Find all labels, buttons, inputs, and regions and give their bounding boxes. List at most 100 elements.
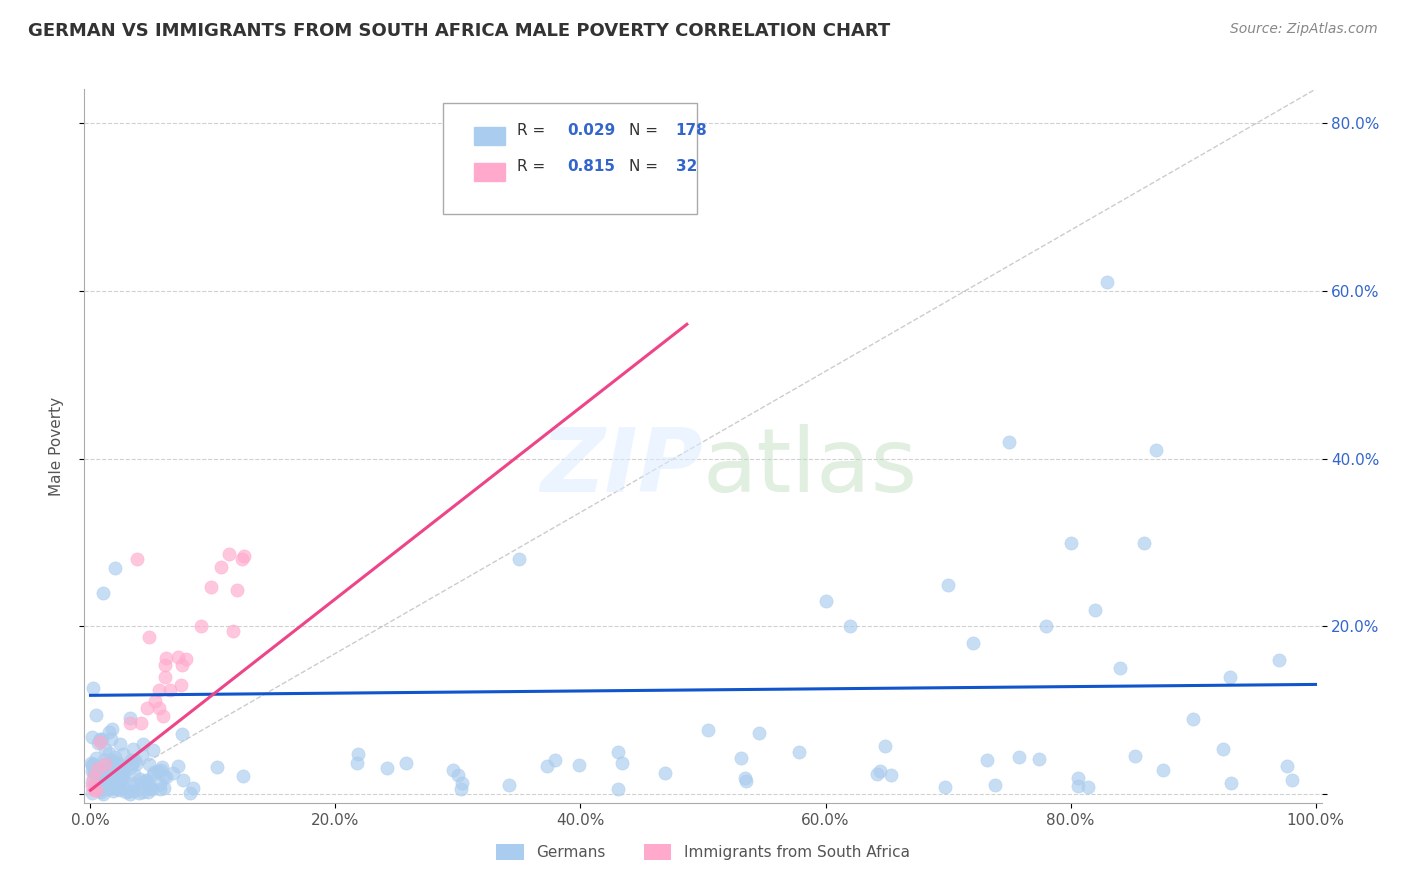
Point [94, 756, 117, 771]
Point [135, 773, 157, 788]
Point [1097, 275, 1119, 289]
Point [90, 772, 112, 787]
Point [94, 763, 117, 777]
Point [150, 759, 173, 773]
Point [96, 771, 118, 785]
Point [976, 753, 998, 767]
Point [121, 742, 143, 756]
Point [104, 560, 127, 574]
Point [232, 549, 254, 563]
Point [86, 762, 108, 776]
Point [441, 763, 464, 777]
Point [1077, 780, 1099, 794]
Point [100, 761, 122, 775]
Point [97, 780, 120, 795]
Point [82, 756, 104, 771]
Legend: Germans, Immigrants from South Africa: Germans, Immigrants from South Africa [491, 838, 915, 866]
Point [111, 759, 134, 773]
Point [122, 775, 145, 789]
Point [962, 636, 984, 650]
Point [98, 781, 121, 796]
Point [91, 731, 114, 746]
Point [1152, 763, 1174, 777]
Text: R =: R = [517, 123, 551, 138]
Y-axis label: Male Poverty: Male Poverty [49, 396, 63, 496]
Point [606, 782, 628, 797]
Point [1084, 603, 1107, 617]
Point [697, 723, 720, 738]
Point [89, 782, 111, 797]
Text: ZIP: ZIP [540, 424, 703, 511]
Text: 0.029: 0.029 [567, 123, 616, 138]
Point [347, 747, 370, 761]
Point [748, 726, 770, 740]
Point [80, 730, 103, 744]
Point [101, 768, 124, 782]
Point [100, 732, 122, 747]
Text: atlas: atlas [703, 424, 918, 511]
Point [121, 779, 143, 793]
Point [508, 552, 530, 566]
Point [153, 769, 176, 783]
Text: GERMAN VS IMMIGRANTS FROM SOUTH AFRICA MALE POVERTY CORRELATION CHART: GERMAN VS IMMIGRANTS FROM SOUTH AFRICA M… [28, 22, 890, 40]
Point [153, 657, 176, 672]
Point [1028, 752, 1050, 766]
Point [149, 782, 172, 797]
Point [176, 652, 198, 666]
Point [90, 773, 112, 788]
Point [83, 779, 105, 793]
Point [122, 783, 145, 797]
Point [568, 758, 591, 772]
Point [880, 768, 903, 782]
Point [94, 763, 117, 777]
Point [1182, 712, 1205, 726]
Point [394, 756, 416, 771]
Point [155, 651, 177, 665]
Point [103, 778, 125, 792]
Point [124, 767, 146, 781]
Point [132, 737, 155, 751]
Point [152, 709, 174, 723]
Point [148, 682, 170, 697]
Point [97, 766, 120, 780]
Point [97, 759, 120, 773]
Point [107, 779, 129, 793]
Point [111, 772, 134, 787]
Point [172, 772, 194, 787]
Point [84, 708, 107, 723]
Point [134, 775, 156, 789]
Point [84, 783, 107, 797]
Point [1133, 535, 1156, 549]
Point [132, 785, 155, 799]
Point [226, 582, 249, 597]
Point [111, 765, 134, 780]
Point [205, 760, 228, 774]
Point [190, 619, 212, 633]
Point [103, 756, 125, 770]
Point [1277, 759, 1299, 773]
Point [446, 768, 468, 782]
Point [82, 757, 104, 772]
Point [138, 777, 160, 791]
Point [120, 715, 142, 730]
Point [167, 650, 190, 665]
Point [983, 778, 1005, 792]
Bar [474, 163, 505, 181]
Point [96, 762, 118, 776]
Text: 0.815: 0.815 [567, 159, 614, 174]
Point [89, 735, 111, 749]
Point [218, 547, 240, 561]
Point [143, 694, 166, 708]
Point [93, 774, 115, 789]
Point [1212, 742, 1234, 756]
Point [222, 624, 245, 638]
Point [124, 753, 146, 767]
Point [82, 681, 104, 695]
Point [150, 763, 173, 777]
Point [80, 774, 103, 789]
Point [120, 753, 142, 767]
Point [607, 745, 630, 759]
Point [94, 757, 117, 772]
Point [155, 770, 177, 784]
Point [1268, 653, 1291, 667]
